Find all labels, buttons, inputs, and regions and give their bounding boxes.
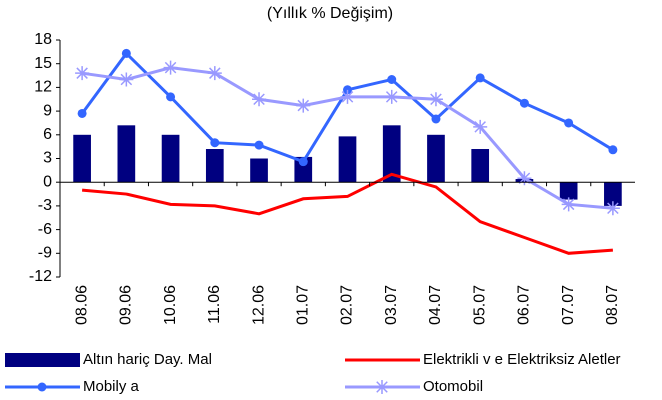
- star-marker: [428, 92, 443, 107]
- y-tick-label: -9: [38, 245, 52, 262]
- legend-label: Otomobil: [423, 378, 483, 395]
- x-tick-label: 11.06: [206, 285, 223, 324]
- bar: [559, 182, 578, 200]
- bar: [161, 134, 180, 183]
- star-marker: [119, 72, 134, 87]
- star-marker: [561, 197, 576, 212]
- y-tick-label: 15: [34, 55, 52, 72]
- legend-item: Elektrikli v e Elektriksiz Aletler: [345, 351, 621, 368]
- point: [298, 157, 308, 167]
- legend-label: Mobily a: [83, 378, 140, 395]
- point: [387, 75, 397, 84]
- legend-item: Mobily a: [5, 378, 140, 395]
- legend-item: Altın hariç Day. Mal: [5, 351, 212, 368]
- legend-marker: [37, 382, 47, 392]
- bar: [427, 134, 445, 183]
- x-tick-label: 03.07: [383, 285, 400, 325]
- y-tick-label: 6: [43, 126, 52, 143]
- x-tick-label: 04.07: [427, 285, 444, 325]
- y-tick-label: 18: [34, 31, 52, 48]
- bar: [117, 125, 136, 183]
- x-tick-label: 08.07: [604, 285, 621, 325]
- star-marker: [75, 66, 90, 81]
- point: [210, 138, 220, 148]
- x-tick-label: 10.06: [162, 285, 179, 325]
- x-tick-label: 12.06: [250, 285, 267, 325]
- y-tick-label: -3: [38, 197, 52, 214]
- point: [608, 145, 618, 155]
- point: [77, 108, 87, 118]
- star-marker: [375, 380, 389, 394]
- x-tick-label: 07.07: [560, 285, 577, 325]
- legend-swatch: [5, 353, 80, 367]
- chart-title: (Yıllık % Değişim): [267, 5, 393, 22]
- star-marker: [517, 171, 532, 186]
- star-marker: [207, 66, 222, 81]
- point: [343, 85, 352, 95]
- star-marker: [163, 60, 178, 75]
- legend-item: Otomobil: [345, 378, 483, 395]
- bar: [382, 125, 401, 183]
- bar: [73, 134, 91, 183]
- bar: [471, 149, 490, 183]
- star-marker: [340, 89, 355, 104]
- point: [519, 98, 529, 108]
- x-tick-label: 09.06: [118, 285, 135, 325]
- star-marker: [296, 98, 311, 113]
- bar: [294, 156, 313, 183]
- point: [121, 48, 131, 58]
- bar: [338, 136, 357, 183]
- star-marker: [252, 92, 267, 107]
- star-marker: [473, 119, 488, 134]
- y-tick-label: 12: [34, 79, 52, 96]
- point: [254, 140, 264, 150]
- bar: [205, 149, 224, 183]
- x-tick-label: 08.06: [73, 285, 90, 325]
- point: [166, 92, 176, 102]
- star-marker: [384, 89, 399, 104]
- point: [431, 114, 441, 124]
- x-tick-label: 06.07: [516, 285, 533, 325]
- y-tick-label: 3: [43, 150, 52, 167]
- bar: [604, 182, 622, 206]
- x-tick-label: 01.07: [294, 285, 311, 325]
- point: [564, 118, 574, 128]
- x-tick-label: 02.07: [339, 285, 356, 325]
- y-tick-label: -6: [38, 221, 52, 238]
- line: [81, 172, 613, 255]
- bar: [250, 158, 268, 183]
- x-tick-label: 05.07: [471, 285, 488, 325]
- y-tick-label: 9: [43, 102, 52, 119]
- point: [475, 73, 485, 83]
- y-tick-label: 0: [43, 173, 52, 190]
- star-marker: [605, 201, 620, 216]
- legend-label: Altın hariç Day. Mal: [83, 351, 212, 368]
- y-tick-label: -12: [29, 268, 52, 285]
- legend-label: Elektrikli v e Elektriksiz Aletler: [423, 351, 621, 368]
